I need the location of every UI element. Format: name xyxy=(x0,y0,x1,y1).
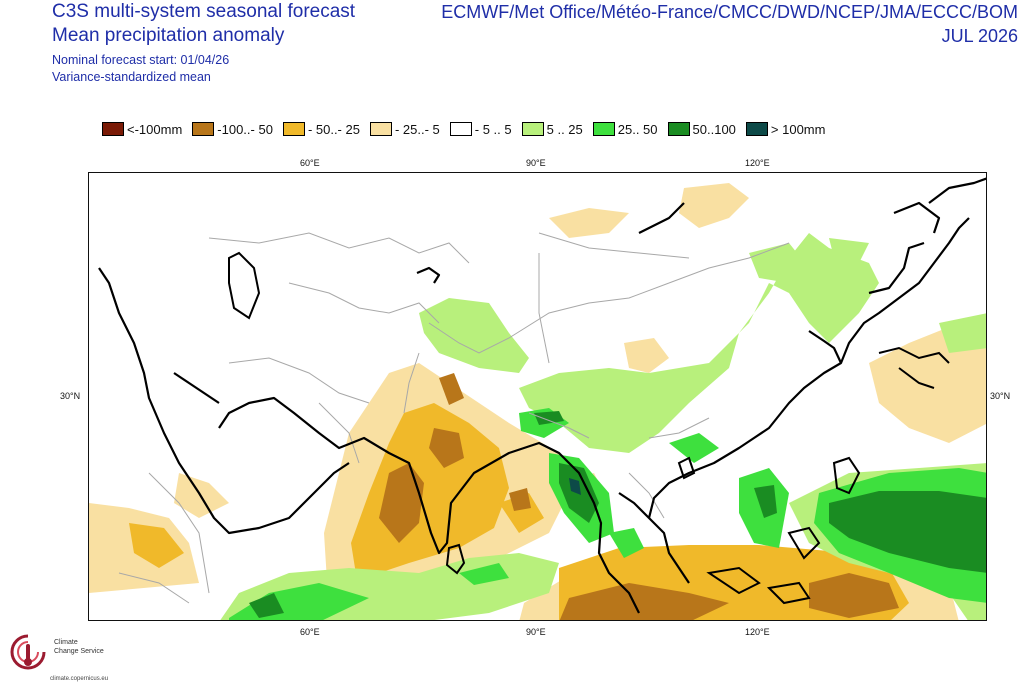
legend-swatch xyxy=(102,122,124,136)
logo-line2: Change Service xyxy=(54,648,104,655)
legend-label: 5 .. 25 xyxy=(546,121,583,137)
copernicus-logo: Climate Change Service xyxy=(6,632,104,672)
bottom-tick-120e: 120°E xyxy=(745,627,770,637)
legend-item: <-100mm xyxy=(102,122,182,137)
legend-label: 50..100 xyxy=(692,121,736,137)
legend-label: > 100mm xyxy=(770,121,826,137)
top-tick-120e: 120°E xyxy=(745,158,770,168)
legend-item: -100..- 50 xyxy=(192,122,273,137)
legend-label: - 25..- 5 xyxy=(394,121,440,137)
coastlines xyxy=(98,177,986,614)
legend-label: - 5 .. 5 xyxy=(474,121,512,137)
legend: <-100mm -100..- 50 - 50..- 25 - 25..- 5 … xyxy=(102,120,835,138)
legend-swatch xyxy=(369,122,392,136)
variable-title: Mean precipitation anomaly xyxy=(52,25,285,46)
legend-label: -100..- 50 xyxy=(217,121,273,137)
country-borders xyxy=(118,232,790,604)
legend-item: > 100mm xyxy=(745,121,826,137)
island-outlines xyxy=(228,251,950,605)
anomaly-strong-dry xyxy=(379,373,899,620)
logo-text: Climate Change Service xyxy=(54,638,104,656)
bottom-tick-90e: 90°E xyxy=(526,627,546,637)
map-svg xyxy=(89,173,986,620)
legend-item: - 50..- 25 xyxy=(282,121,360,137)
legend-label: <-100mm xyxy=(127,121,183,137)
legend-swatch xyxy=(449,122,472,136)
legend-item: - 25..- 5 xyxy=(369,121,440,137)
centres-list: ECMWF/Met Office/Météo-France/CMCC/DWD/N… xyxy=(441,2,1018,22)
right-tick-30n: 30°N xyxy=(990,391,1011,401)
logo-url: climate.copernicus.eu xyxy=(50,676,109,682)
legend-swatch xyxy=(667,122,690,136)
bottom-tick-60e: 60°E xyxy=(300,627,320,637)
legend-item: - 5 .. 5 xyxy=(449,121,512,137)
legend-label: - 50..- 25 xyxy=(307,121,360,137)
valid-month: JUL 2026 xyxy=(941,26,1018,46)
top-tick-60e: 60°E xyxy=(300,158,320,168)
legend-swatch xyxy=(521,122,544,136)
title-block: C3S multi-system seasonal forecast Mean … xyxy=(52,0,355,86)
legend-swatch xyxy=(745,122,768,136)
forecast-title: C3S multi-system seasonal forecast xyxy=(52,1,356,22)
left-tick-30n: 30°N xyxy=(60,391,81,401)
logo-line1: Climate xyxy=(54,639,78,646)
method-text: Variance-standardized mean xyxy=(52,70,211,84)
ccs-logo-icon xyxy=(10,634,46,670)
legend-item: 25.. 50 xyxy=(592,121,658,137)
map-panel xyxy=(88,172,987,621)
legend-item: 50..100 xyxy=(667,121,736,137)
centres-block: ECMWF/Met Office/Météo-France/CMCC/DWD/N… xyxy=(441,0,1018,48)
legend-swatch xyxy=(282,122,305,136)
legend-item: 5 .. 25 xyxy=(521,121,583,137)
anomaly-extreme-wet xyxy=(569,478,581,495)
legend-swatch xyxy=(192,122,215,136)
nominal-start-text: Nominal forecast start: 01/04/26 xyxy=(52,53,230,67)
legend-label: 25.. 50 xyxy=(617,121,658,137)
legend-swatch xyxy=(592,122,615,136)
top-tick-90e: 90°E xyxy=(526,158,546,168)
